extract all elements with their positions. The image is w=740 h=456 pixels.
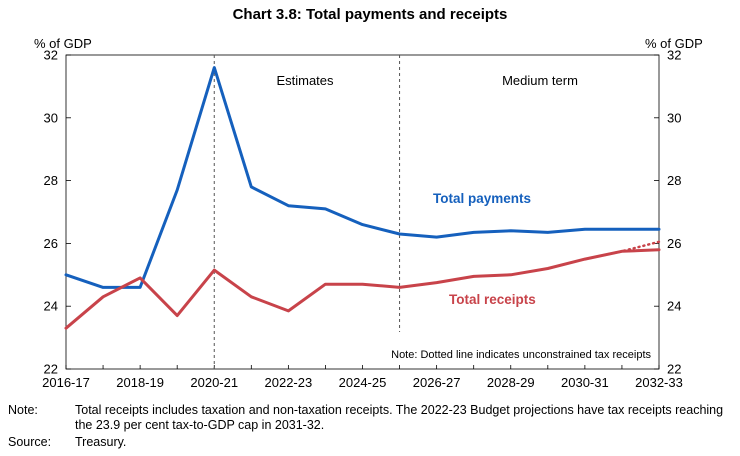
x-tick-label: 2022-23	[265, 375, 313, 390]
y-tick-label-right: 26	[667, 236, 681, 251]
y-tick-label-left: 32	[44, 48, 58, 63]
total-payments-label: Total payments	[433, 191, 531, 206]
plot-frame	[65, 54, 660, 370]
source-text: Treasury.	[75, 435, 127, 449]
footnote-source: Source: Treasury.	[0, 435, 740, 451]
y-axis-label-right: % of GDP	[645, 36, 703, 51]
y-tick-label-right: 28	[667, 173, 681, 188]
chart-title: Chart 3.8: Total payments and receipts	[232, 6, 508, 23]
y-tick-label-left: 22	[44, 362, 58, 377]
y-tick-label-left: 28	[44, 173, 58, 188]
series-total-payments-line	[64, 66, 661, 289]
x-tick-label: 2018-19	[116, 375, 164, 390]
x-tick-label: 2026-27	[413, 375, 461, 390]
y-tick-label-right: 30	[667, 110, 681, 125]
medium-term-label: Medium term	[502, 73, 578, 88]
note-label: Note:	[8, 403, 38, 417]
y-axis-label-left: % of GDP	[34, 36, 92, 51]
y-tick-label-left: 30	[44, 110, 58, 125]
total-receipts-label: Total receipts	[449, 292, 536, 307]
dotted-line-note: Note: Dotted line indicates unconstraine…	[391, 349, 651, 361]
x-tick-label: 2024-25	[339, 375, 387, 390]
y-tick-label-left: 24	[44, 299, 58, 314]
x-tick-label: 2020-21	[190, 375, 238, 390]
y-tick-label-left: 26	[44, 236, 58, 251]
note-text: Total receipts includes taxation and non…	[75, 403, 724, 432]
source-label: Source:	[8, 435, 52, 449]
x-tick-label: 2030-31	[561, 375, 609, 390]
y-tick-label-right: 22	[667, 362, 681, 377]
x-tick-label: 2032-33	[635, 375, 683, 390]
estimates-label: Estimates	[276, 73, 334, 88]
x-tick-label: 2016-17	[42, 375, 90, 390]
y-tick-label-right: 24	[667, 299, 681, 314]
x-tick-label: 2028-29	[487, 375, 535, 390]
footnote-note: Note: Total receipts includes taxation a…	[0, 403, 740, 435]
y-tick-label-right: 32	[667, 48, 681, 63]
series-total-receipts-line	[64, 248, 661, 330]
